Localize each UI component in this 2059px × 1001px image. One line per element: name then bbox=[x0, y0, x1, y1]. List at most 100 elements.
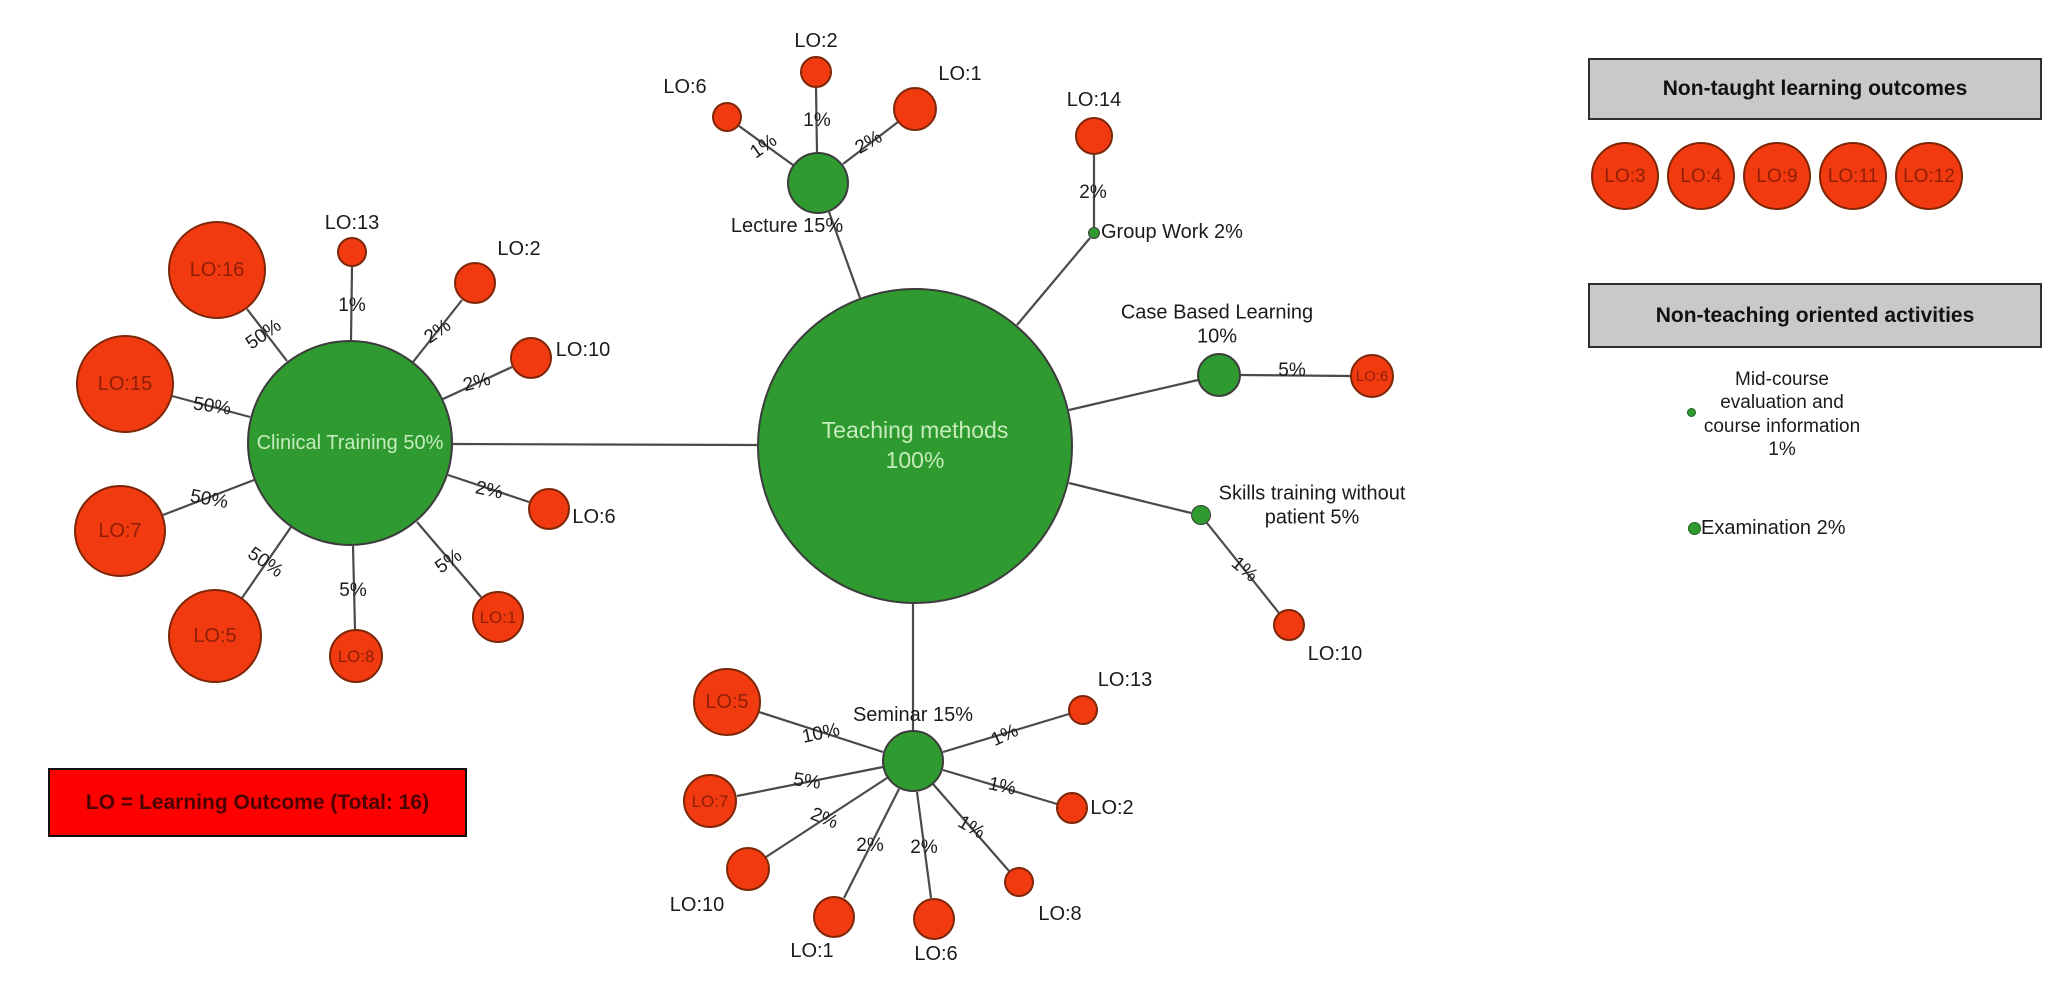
hub-circle-group-work bbox=[1088, 227, 1100, 239]
lo-circle bbox=[528, 488, 570, 530]
node-label: LO:1 bbox=[790, 940, 834, 963]
edge-percent-label: 5% bbox=[1278, 360, 1306, 381]
connector-line bbox=[1240, 373, 1351, 378]
legend-lo-label: LO:11 bbox=[1827, 165, 1879, 187]
lo-circle bbox=[800, 56, 832, 88]
node-label: LO:6 bbox=[572, 506, 616, 529]
lo-label: LO:1 bbox=[479, 607, 517, 627]
node-label: LO:2 bbox=[1090, 797, 1134, 820]
lo-label: LO:7 bbox=[98, 520, 142, 542]
lo-circle bbox=[1068, 695, 1098, 725]
connector-line bbox=[932, 783, 1010, 872]
connector-line bbox=[814, 87, 819, 153]
node-label: LO:6 bbox=[663, 76, 707, 99]
legend-non-taught-title: Non-taught learning outcomes bbox=[1662, 77, 1968, 100]
node-label: LO:10 bbox=[669, 894, 725, 917]
node-label: LO:10 bbox=[555, 339, 611, 362]
lo-circle bbox=[726, 847, 770, 891]
node-label: LO:6 bbox=[914, 943, 958, 966]
connector-line bbox=[171, 394, 251, 419]
hub-circle-clinical-training: Clinical Training 50% bbox=[247, 340, 453, 546]
lo-circle bbox=[913, 898, 955, 940]
node-label: LO:13 bbox=[1097, 669, 1153, 692]
hub-label: Clinical Training 50% bbox=[256, 432, 444, 454]
edge-percent-label: 2% bbox=[420, 315, 455, 349]
lo-label: LO:5 bbox=[193, 625, 237, 647]
node-label: LO:1 bbox=[938, 63, 982, 86]
hub-circle-case-based-learning bbox=[1197, 353, 1241, 397]
node-label: LO:8 bbox=[1038, 903, 1082, 926]
connector-line bbox=[1068, 481, 1192, 515]
node-label: LO:13 bbox=[324, 212, 380, 235]
lo-circle bbox=[813, 896, 855, 938]
connector-line bbox=[736, 765, 884, 798]
examination-activity-label: Examination 2% bbox=[1701, 517, 1846, 539]
hub-circle-seminar bbox=[882, 730, 944, 792]
lo-circle bbox=[337, 237, 367, 267]
midcourse-activity-label: Mid-course evaluation and course informa… bbox=[1703, 369, 1861, 461]
node-label: LO:10 bbox=[1307, 643, 1363, 666]
connector-line bbox=[351, 545, 357, 630]
edge-percent-label: 2% bbox=[910, 837, 938, 858]
lo-note-box: LO = Learning Outcome (Total: 16) bbox=[48, 768, 467, 837]
edge-percent-label: 1% bbox=[338, 295, 366, 316]
lo-label: LO:5 bbox=[705, 691, 749, 713]
lo-label: LO:7 bbox=[691, 791, 729, 811]
lo-circle: LO:5 bbox=[168, 589, 262, 683]
connector-line bbox=[827, 211, 862, 299]
node-label: Case Based Learning 10% bbox=[1120, 301, 1314, 347]
connector-line bbox=[758, 710, 884, 754]
lo-circle: LO:7 bbox=[74, 485, 166, 577]
hub-circle-teaching-methods: Teaching methods 100% bbox=[757, 288, 1073, 604]
node-label: LO:2 bbox=[794, 30, 838, 53]
legend-lo-circle: LO:9 bbox=[1743, 142, 1811, 210]
edge-percent-label: 2% bbox=[460, 368, 493, 397]
edge-percent-label: 10% bbox=[800, 719, 842, 748]
lo-circle bbox=[1056, 792, 1088, 824]
connector-line bbox=[447, 473, 530, 504]
connector-line bbox=[442, 366, 513, 400]
lo-circle: LO:16 bbox=[168, 221, 266, 319]
examination-activity-dot bbox=[1688, 522, 1701, 535]
connector-line bbox=[915, 791, 933, 899]
legend-non-teaching-box: Non-teaching oriented activities bbox=[1588, 283, 2042, 348]
legend-lo-label: LO:4 bbox=[1680, 165, 1722, 187]
lo-circle bbox=[1075, 117, 1113, 155]
connector-line bbox=[162, 478, 255, 517]
edge-percent-label: 2% bbox=[807, 803, 841, 834]
connector-line bbox=[412, 299, 463, 363]
connector-line bbox=[842, 121, 899, 165]
legend-non-taught-box: Non-taught learning outcomes bbox=[1588, 58, 2042, 120]
hub-circle-lecture bbox=[787, 152, 849, 214]
node-label: Seminar 15% bbox=[852, 704, 974, 727]
edge-percent-label: 2% bbox=[1079, 182, 1107, 203]
lo-label: LO:15 bbox=[97, 373, 153, 395]
lo-label: LO:6 bbox=[1355, 367, 1389, 385]
lo-circle bbox=[1004, 867, 1034, 897]
lo-circle bbox=[510, 337, 552, 379]
legend-non-teaching-title: Non-teaching oriented activities bbox=[1655, 303, 1975, 327]
lo-note-text: LO = Learning Outcome (Total: 16) bbox=[85, 790, 430, 814]
lo-circle bbox=[454, 262, 496, 304]
legend-lo-circle: LO:11 bbox=[1819, 142, 1887, 210]
edge-percent-label: 5% bbox=[431, 545, 466, 579]
edge-percent-label: 2% bbox=[473, 477, 505, 504]
lo-circle bbox=[893, 87, 937, 131]
edge-percent-label: 1% bbox=[954, 811, 989, 844]
legend-lo-label: LO:3 bbox=[1604, 165, 1646, 187]
edge-percent-label: 50% bbox=[243, 543, 287, 583]
edge-percent-label: 2% bbox=[851, 126, 886, 159]
lo-circle bbox=[712, 102, 742, 132]
lo-circle: LO:8 bbox=[329, 629, 383, 683]
legend-lo-circle: LO:4 bbox=[1667, 142, 1735, 210]
connector-line bbox=[765, 777, 888, 858]
hub-label: Teaching methods 100% bbox=[821, 417, 1009, 473]
connector-line bbox=[349, 266, 354, 341]
connector-line bbox=[942, 712, 1070, 754]
midcourse-activity-dot bbox=[1687, 408, 1696, 417]
connector-line bbox=[942, 768, 1058, 806]
connector-line bbox=[1206, 522, 1280, 614]
